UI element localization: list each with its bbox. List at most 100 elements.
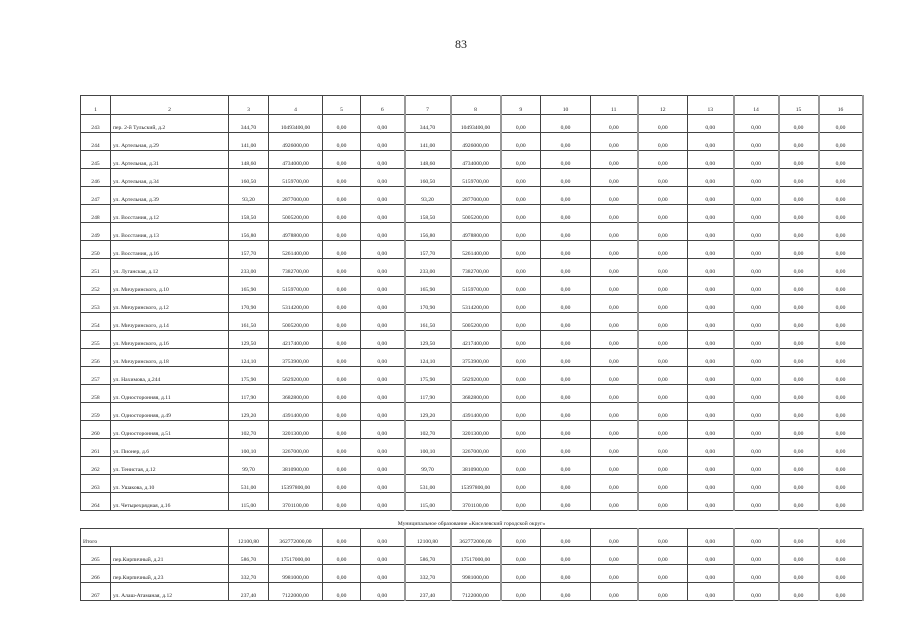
value-cell: 0,00 — [590, 240, 639, 259]
value-cell: 0,00 — [590, 366, 639, 385]
value-cell: 3201300,00 — [450, 420, 502, 439]
value-cell: 0,00 — [540, 582, 591, 601]
value-cell: 0,00 — [637, 114, 688, 133]
value-cell: 0,00 — [540, 204, 591, 223]
header-cell: 1 — [80, 95, 111, 115]
value-cell: 0,00 — [540, 222, 591, 241]
row-number-cell: 247 — [80, 186, 111, 205]
value-cell: 3701100,00 — [450, 492, 502, 511]
value-cell: 165,90 — [228, 276, 269, 295]
table-row: 248 ул. Восстания, д.12 158,50 5005200,00 0,… — [80, 204, 864, 223]
value-cell: 161,50 — [228, 312, 269, 331]
table-row: 249 ул. Восстания, д.13 156,80 4978800,00 0,… — [80, 222, 864, 241]
value-cell: 3753900,00 — [450, 348, 502, 367]
table-row: 266 пер.Кирпичный, д.23 332,70 9981000,00 0,… — [80, 564, 864, 583]
value-cell: 0,00 — [500, 366, 541, 385]
value-cell: 0,00 — [687, 402, 735, 421]
value-cell: 0,00 — [778, 420, 820, 439]
value-cell: 3753900,00 — [268, 348, 323, 367]
address-cell: ул. Четырехрядная, д.16 — [110, 492, 229, 511]
row-number-cell: 259 — [80, 402, 111, 421]
value-cell: 5159700,00 — [450, 168, 502, 187]
table-row: 250 ул. Восстания, д.16 157,70 5261400,00 0,… — [80, 240, 864, 259]
value-cell: 0,00 — [500, 132, 541, 151]
value-cell: 0,00 — [500, 150, 541, 169]
value-cell: 0,00 — [500, 348, 541, 367]
value-cell: 0,00 — [360, 366, 406, 385]
value-cell: 0,00 — [360, 438, 406, 457]
total-value-cell: 0,00 — [778, 528, 820, 547]
value-cell: 0,00 — [360, 186, 406, 205]
value-cell: 0,00 — [360, 132, 406, 151]
value-cell: 0,00 — [687, 150, 735, 169]
total-value-cell: 0,00 — [733, 528, 780, 547]
header-cell: 16 — [818, 95, 864, 115]
value-cell: 0,00 — [322, 312, 361, 331]
table-row: 256 ул. Мичуринского, д.18 124,10 3753900,0… — [80, 348, 864, 367]
value-cell: 0,00 — [322, 564, 361, 583]
value-cell: 0,00 — [818, 564, 864, 583]
value-cell: 102,70 — [228, 420, 269, 439]
value-cell: 233,00 — [404, 258, 452, 277]
address-cell: ул. Артельная, д.29 — [110, 132, 229, 151]
value-cell: 17517000,00 — [268, 546, 323, 565]
value-cell: 0,00 — [733, 330, 780, 349]
value-cell: 0,00 — [322, 168, 361, 187]
value-cell: 0,00 — [590, 438, 639, 457]
table-row: 254 ул. Мичуринского, д.14 161,50 5005200,0… — [80, 312, 864, 331]
value-cell: 0,00 — [322, 132, 361, 151]
value-cell: 0,00 — [637, 438, 688, 457]
value-cell: 0,00 — [733, 582, 780, 601]
value-cell: 0,00 — [778, 474, 820, 493]
value-cell: 0,00 — [733, 276, 780, 295]
value-cell: 129,50 — [228, 330, 269, 349]
address-cell: ул. Мичуринского, д.16 — [110, 330, 229, 349]
value-cell: 124,10 — [404, 348, 452, 367]
value-cell: 0,00 — [687, 384, 735, 403]
value-cell: 0,00 — [818, 366, 864, 385]
table-row: 260 ул. Односторонняя, д.51 102,70 3201300,… — [80, 420, 864, 439]
table-row: 251 ул. Луганская, д.12 233,00 7382700,00 0,… — [80, 258, 864, 277]
value-cell: 0,00 — [733, 312, 780, 331]
address-cell: пер.Кирпичный, д.23 — [110, 564, 229, 583]
value-cell: 0,00 — [322, 186, 361, 205]
value-cell: 0,00 — [540, 348, 591, 367]
value-cell: 0,00 — [778, 384, 820, 403]
value-cell: 0,00 — [778, 150, 820, 169]
value-cell: 100,10 — [228, 438, 269, 457]
total-value-cell: 0,00 — [322, 528, 361, 547]
value-cell: 0,00 — [360, 222, 406, 241]
value-cell: 4217400,00 — [450, 330, 502, 349]
value-cell: 4978800,00 — [268, 222, 323, 241]
value-cell: 2877000,00 — [450, 186, 502, 205]
value-cell: 0,00 — [540, 456, 591, 475]
value-cell: 0,00 — [590, 564, 639, 583]
header-row: 1 2 3 4 5 6 7 8 9 10 11 12 13 14 15 16 — [80, 95, 864, 115]
value-cell: 0,00 — [818, 546, 864, 565]
value-cell: 0,00 — [687, 132, 735, 151]
value-cell: 0,00 — [778, 402, 820, 421]
value-cell: 0,00 — [540, 366, 591, 385]
value-cell: 4217400,00 — [268, 330, 323, 349]
value-cell: 0,00 — [500, 456, 541, 475]
value-cell: 0,00 — [322, 402, 361, 421]
value-cell: 3201300,00 — [268, 420, 323, 439]
value-cell: 0,00 — [733, 258, 780, 277]
value-cell: 9981000,00 — [450, 564, 502, 583]
value-cell: 156,80 — [228, 222, 269, 241]
row-number-cell: 246 — [80, 168, 111, 187]
value-cell: 0,00 — [500, 402, 541, 421]
address-cell: ул. Пионер, д.6 — [110, 438, 229, 457]
value-cell: 0,00 — [818, 294, 864, 313]
value-cell: 0,00 — [687, 330, 735, 349]
value-cell: 0,00 — [322, 438, 361, 457]
value-cell: 0,00 — [590, 456, 639, 475]
value-cell: 117,90 — [228, 384, 269, 403]
value-cell: 0,00 — [322, 348, 361, 367]
row-number-cell: 256 — [80, 348, 111, 367]
header-cell: 8 — [450, 95, 502, 115]
value-cell: 4391400,00 — [268, 402, 323, 421]
address-cell: ул. Мичуринского, д.12 — [110, 294, 229, 313]
value-cell: 7122000,00 — [268, 582, 323, 601]
value-cell: 0,00 — [637, 564, 688, 583]
